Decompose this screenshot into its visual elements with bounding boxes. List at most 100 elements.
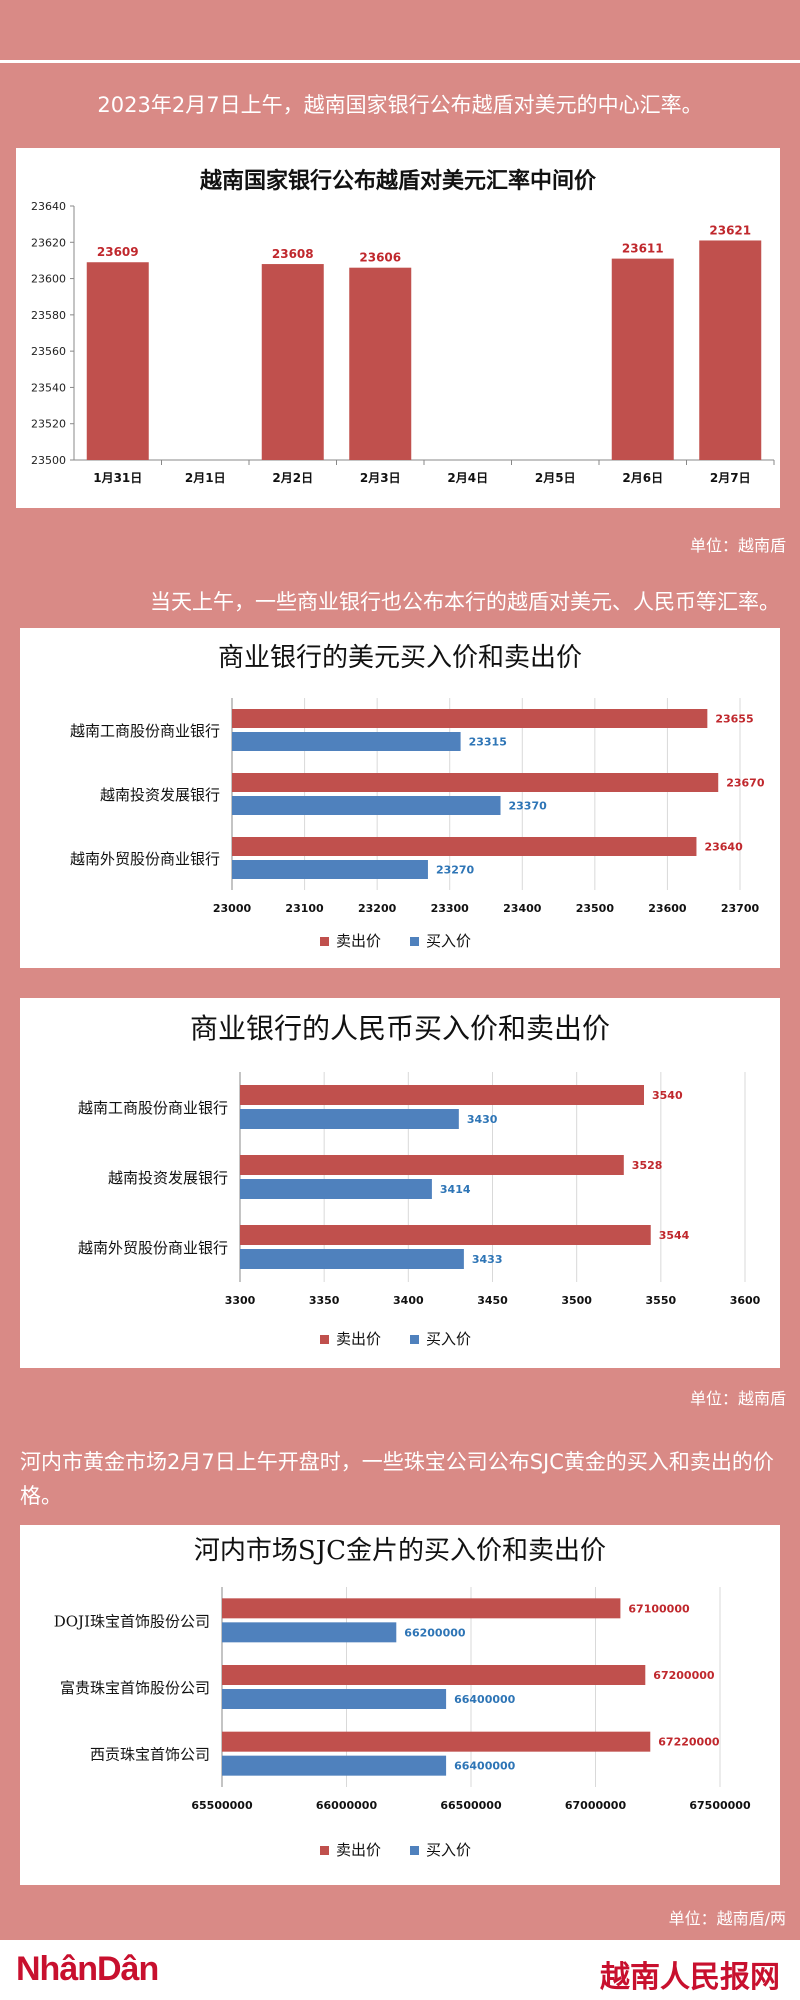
x-tick-label: 3400 [393,1294,424,1307]
bar [232,709,708,728]
y-tick-label: 23520 [31,418,66,431]
category-label: 越南外贸股份商业银行 [78,1239,228,1257]
data-label: 3540 [652,1089,683,1102]
bank-cny-rate-chart: 商业银行的人民币买入价和卖出价 3300 3350 3400 3450 3500 3550 3… [78,1012,761,1348]
vnd-usd-central-rate-chart: 越南国家银行公布越盾对美元汇率中间价 23500 23520 23540 23560 23… [31,168,775,485]
data-label: 23608 [272,247,314,261]
y-tick-label: 23640 [31,200,66,213]
x-tick-label: 66000000 [316,1799,378,1812]
nhandan-logo: NhânDân [16,1950,159,1988]
data-label: 67100000 [628,1602,690,1615]
y-tick-label: 23580 [31,309,66,322]
chart-title: 河内市场SJC金片的买入价和卖出价 [194,1536,606,1566]
category-label: 富贵珠宝首饰股份公司 [60,1679,210,1697]
intro-text-3: 河内市黄金市场2月7日上午开盘时，一些珠宝公司公布SJC黄金的买入和卖出的价格。 [20,1450,774,1508]
data-label: 23621 [709,223,751,237]
footer-bar [0,1940,800,2000]
data-label: 23606 [359,251,401,265]
x-tick-label: 23100 [285,902,324,915]
bar [86,262,149,460]
data-label: 3544 [659,1229,690,1242]
x-tick-label: 3600 [730,1294,761,1307]
bar [240,1085,644,1105]
x-tick-label: 2月7日 [710,471,751,485]
data-label: 67220000 [658,1736,720,1749]
bar [240,1225,651,1245]
x-tick-label: 67500000 [689,1799,751,1812]
unit-label-3: 单位：越南盾/两 [668,1909,786,1928]
data-label: 23670 [726,777,765,790]
bar [232,837,697,856]
legend-label: 买入价 [426,1330,471,1348]
chart-title: 商业银行的美元买入价和卖出价 [218,643,582,673]
bar [240,1249,464,1269]
legend-swatch [320,937,329,946]
category-label: 越南外贸股份商业银行 [70,850,220,868]
intro-text-2: 当天上午，一些商业银行也公布本行的越盾对美元、人民币等汇率。 [150,590,780,614]
chart-panel-2: 商业银行的美元买入价和卖出价 23000 23100 23200 23300 23400 2… [20,628,780,968]
x-tick-label: 23200 [358,902,397,915]
x-tick-label: 2月3日 [360,471,401,485]
legend-label: 卖出价 [336,1841,381,1859]
legend-swatch [320,1335,329,1344]
x-tick-label: 3500 [561,1294,592,1307]
bar [232,860,428,879]
bar [222,1689,447,1709]
bar [222,1622,397,1643]
x-tick-label: 23300 [431,902,470,915]
bar [232,773,719,792]
data-label: 23270 [436,864,475,877]
sjc-gold-price-chart: 河内市场SJC金片的买入价和卖出价 65500000 66000000 6650000… [54,1536,751,1859]
chart-panel-3: 商业银行的人民币买入价和卖出价 3300 3350 3400 3450 3500 3550 3… [20,998,780,1368]
category-label: 越南工商股份商业银行 [70,722,220,740]
x-tick-label: 23600 [648,902,687,915]
x-tick-label: 23400 [503,902,542,915]
x-tick-label: 3450 [477,1294,508,1307]
category-label: 越南投资发展银行 [100,786,220,804]
x-tick-label: 2月1日 [185,471,226,485]
category-label: DOJI珠宝首饰股份公司 [54,1612,210,1630]
y-tick-label: 23600 [31,273,66,286]
unit-label-1: 单位：越南盾 [689,536,786,555]
site-name-logo: 越南人民报网 [600,1960,780,1995]
bar [349,267,412,460]
x-tick-label: 23500 [576,902,615,915]
x-tick-label: 23700 [721,902,760,915]
data-label: 23315 [469,736,507,749]
chart-panel-4: 河内市场SJC金片的买入价和卖出价 65500000 66000000 6650000… [20,1525,780,1885]
data-label: 3528 [632,1159,663,1172]
x-tick-label: 3350 [309,1294,340,1307]
data-label: 66200000 [404,1626,466,1639]
x-tick-label: 3550 [646,1294,677,1307]
x-tick-label: 2月2日 [272,471,313,485]
legend-label: 买入价 [426,1841,471,1859]
data-label: 3430 [467,1113,498,1126]
bar [261,264,324,460]
data-label: 23611 [622,242,664,256]
category-label: 越南投资发展银行 [108,1169,228,1187]
bar [232,796,501,815]
chart-title: 越南国家银行公布越盾对美元汇率中间价 [199,168,597,194]
data-label: 23640 [704,841,743,854]
data-label: 23370 [509,800,548,813]
bar [232,732,461,751]
x-tick-label: 66500000 [440,1799,502,1812]
bar [222,1755,447,1776]
data-label: 23655 [715,713,753,726]
data-label: 3414 [440,1183,471,1196]
bar [699,240,762,460]
top-divider [0,60,800,63]
x-tick-label: 65500000 [191,1799,253,1812]
legend-label: 卖出价 [336,932,381,950]
legend-swatch [410,1846,419,1855]
data-label: 66400000 [454,1693,516,1706]
data-label: 23609 [97,245,139,259]
bar [240,1179,432,1199]
data-label: 3433 [472,1253,503,1266]
legend-label: 买入价 [426,932,471,950]
y-tick-label: 23540 [31,381,66,394]
bar [240,1109,459,1129]
y-tick-label: 23500 [31,454,66,467]
bank-usd-rate-chart: 商业银行的美元买入价和卖出价 23000 23100 23200 23300 23400 2… [70,643,765,950]
unit-label-2: 单位：越南盾 [689,1389,786,1408]
